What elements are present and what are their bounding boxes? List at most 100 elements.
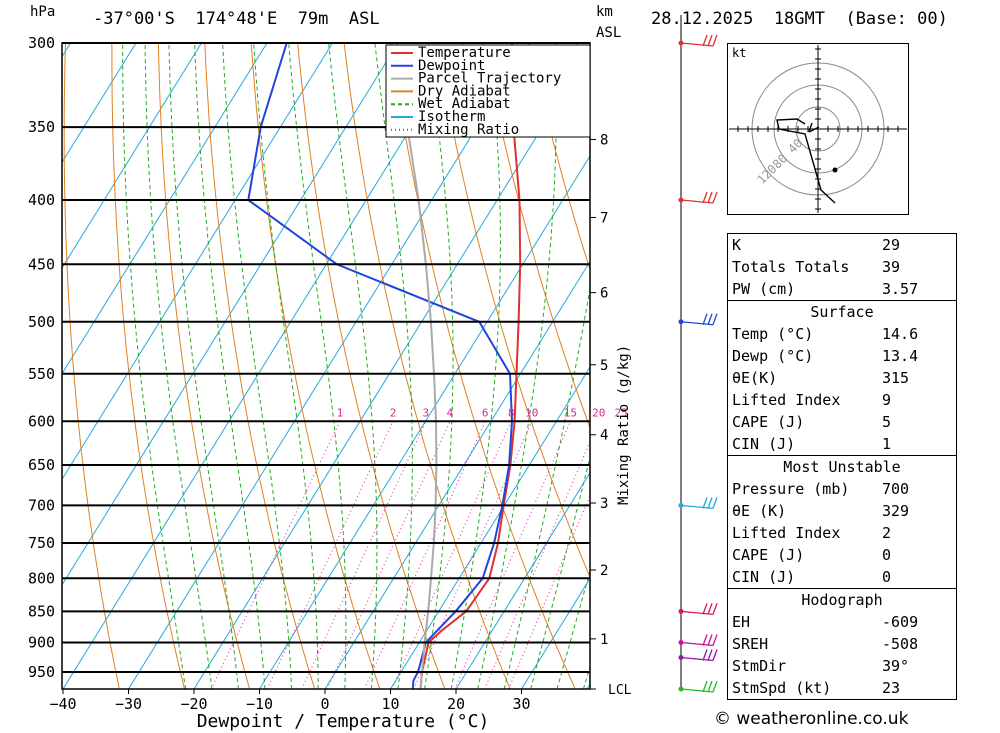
isotherm-line [324, 260, 590, 689]
mixing-ratio-value-label: 8 [508, 406, 515, 419]
km-tick-label: 2 [600, 563, 608, 579]
most-unstable-index-value: 0 [882, 568, 892, 586]
wind-barb [678, 634, 718, 647]
temp-tick-label: −10 [246, 695, 273, 713]
dry-adiabat-line [250, 43, 381, 689]
wet-adiabat-line [194, 43, 266, 689]
pressure-tick-label: 400 [28, 191, 55, 209]
mixing-ratio-line [484, 440, 590, 689]
wind-barb-feather [712, 191, 718, 204]
legend-label: Parcel Trajectory [418, 71, 561, 87]
dry-adiabat-line [994, 43, 1000, 689]
wet-adiabat-line [168, 43, 239, 689]
surface-index-row: Lifted Index 9 [728, 389, 956, 411]
km-tick-label: 1 [600, 632, 608, 648]
mixing-ratio-line [413, 421, 533, 689]
dry-adiabat-line [436, 43, 590, 579]
series-temperature [419, 43, 522, 689]
surface-section: Surface Temp (°C) 14.6 Dewp (°C) 13.4 θE(K) 3… [728, 300, 956, 455]
legend-label: Mixing Ratio [418, 122, 519, 138]
legend-label: Temperature [418, 45, 511, 61]
pressure-tick-label: 450 [28, 255, 55, 273]
isotherm-line [62, 43, 464, 689]
dry-adiabat-line [343, 43, 511, 689]
x-axis-label: Dewpoint / Temperature (°C) [197, 711, 490, 732]
general-index-value: 39 [882, 258, 901, 276]
most-unstable-title: Most Unstable [783, 458, 901, 476]
pressure-tick-label: 800 [28, 569, 55, 587]
general-index-row: PW (cm) 3.57 [728, 278, 956, 300]
mixing-ratio-value-label: 25 [615, 406, 628, 419]
surface-index-row: θE(K) 315 [728, 367, 956, 389]
wind-barb-feather [702, 497, 708, 509]
mixing-ratio-line [210, 421, 341, 689]
surface-index-label: CIN (J) [732, 435, 796, 453]
hodograph-trace [776, 118, 836, 204]
most-unstable-index-row: Pressure (mb) 700 [728, 478, 956, 500]
mixing-ratio-value-label: 15 [564, 406, 577, 419]
wind-barb-feather [707, 603, 713, 615]
wind-barb-feather [707, 34, 713, 47]
wind-barb-feather [712, 603, 718, 615]
series-dewpoint [247, 43, 514, 689]
isotherm-line [390, 366, 590, 689]
temp-tick-label: 10 [381, 695, 399, 713]
general-index-label: PW (cm) [732, 280, 796, 298]
wet-adiabat-line [503, 285, 590, 689]
isotherm-line [0, 43, 5, 689]
legend-label: Isotherm [418, 109, 485, 125]
mixing-ratio-value-label: 10 [525, 406, 538, 419]
wind-barb-feather [702, 313, 708, 325]
temp-tick-label: −40 [49, 695, 76, 713]
mixing-ratio-line [508, 494, 590, 689]
general-index-value: 29 [882, 236, 901, 254]
mixing-ratio-value-label: 6 [482, 406, 489, 419]
surface-index-row: CIN (J) 1 [728, 433, 956, 455]
mixing-ratio-value-label: 3 [423, 406, 430, 419]
isotherm-line [128, 43, 530, 689]
isotherm-line [62, 43, 399, 586]
surface-index-label: Lifted Index [732, 391, 841, 409]
general-index-value: 3.57 [882, 280, 919, 298]
location-title: -37°00'S 174°48'E 79m ASL [93, 9, 380, 29]
wind-barb-feather [712, 34, 718, 47]
hodograph-index-label: SREH [732, 635, 769, 653]
lcl-label: LCL [608, 683, 632, 698]
wind-barb [678, 34, 718, 47]
wet-adiabat-line [424, 43, 454, 689]
surface-index-label: θE(K) [732, 369, 778, 387]
wind-barb [678, 603, 718, 615]
pressure-tick-label: 650 [28, 456, 55, 474]
km-tick-label: 4 [600, 428, 608, 444]
temp-tick-label: −20 [180, 695, 207, 713]
wet-adiabat-line [556, 569, 590, 689]
general-index-row: Totals Totals 39 [728, 256, 956, 278]
dry-adiabat-line [111, 43, 185, 689]
copyright-notice: © weatheronline.co.uk [714, 709, 909, 729]
plot-frame [61, 42, 591, 690]
surface-index-value: 9 [882, 391, 892, 409]
temp-tick-label: 0 [320, 695, 329, 713]
pressure-tick-label: 700 [28, 496, 55, 514]
wind-barb [678, 497, 718, 510]
pressure-tick-label: 300 [28, 34, 55, 52]
surface-index-label: CAPE (J) [732, 413, 805, 431]
asl-unit-label: ASL [596, 25, 622, 41]
hodograph-section: Hodograph EH -609 SREH -508 StmDir 39° StmSpd … [728, 588, 956, 699]
wind-barb-feather [702, 680, 708, 693]
most-unstable-index-label: CIN (J) [732, 568, 796, 586]
general-index-label: Totals Totals [732, 258, 850, 276]
isotherm-line [455, 471, 590, 689]
wind-barb-feather [707, 191, 713, 204]
isotherm-line [62, 43, 202, 269]
wind-barb-feather [702, 603, 708, 615]
pressure-tick-label: 350 [28, 118, 55, 136]
hodograph-index-row: StmDir 39° [728, 655, 956, 677]
dry-adiabat-line [157, 43, 251, 689]
most-unstable-index-label: Lifted Index [732, 524, 841, 542]
km-unit-label: km [596, 4, 613, 20]
surface-index-label: Temp (°C) [732, 325, 814, 343]
surface-index-value: 5 [882, 413, 892, 431]
dry-adiabat-line [297, 43, 446, 689]
